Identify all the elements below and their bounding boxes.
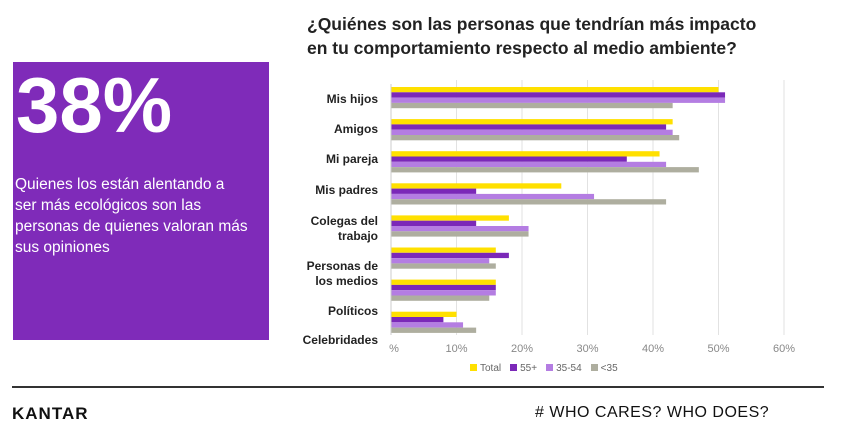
bar-Total-1 — [391, 119, 673, 125]
bar-3554-1 — [391, 129, 673, 135]
bar-3554-7 — [391, 322, 464, 328]
x-tick-label: 40% — [641, 343, 665, 355]
bar-55-2 — [391, 156, 627, 162]
footer-divider — [12, 386, 824, 388]
category-label: Políticos — [327, 304, 378, 318]
bar-55-5 — [391, 252, 509, 259]
category-label: Celebridades — [302, 333, 378, 347]
bar-55-0 — [391, 92, 726, 98]
bar-35-3 — [391, 199, 667, 205]
chart-title-line2: en tu comportamiento respecto al medio a… — [307, 38, 737, 58]
legend-item-under35: <35 — [590, 363, 618, 374]
bar-Total-6 — [391, 279, 496, 285]
category-label: Mis hijos — [326, 92, 378, 106]
bar-3554-5 — [391, 258, 490, 264]
kantar-logo: KANTAR — [12, 404, 89, 423]
chart-title-line1: ¿Quiénes son las personas que tendrían m… — [307, 14, 757, 34]
bar-3554-4 — [391, 226, 529, 232]
bar-Total-7 — [391, 311, 457, 317]
bar-55-1 — [391, 124, 667, 130]
legend-item-55plus: 55+ — [510, 363, 537, 374]
x-tick-label: 20% — [510, 343, 534, 355]
footer-tagline: # WHO CARES? WHO DOES? — [535, 404, 770, 421]
category-label: Mi pareja — [325, 152, 378, 166]
bar-55-4 — [391, 220, 477, 226]
legend-item-total: Total — [470, 363, 501, 374]
highlight-box — [13, 62, 269, 340]
legend: Total 55+ 35-54 <35 — [470, 363, 618, 374]
bar-35-1 — [391, 135, 680, 141]
bar-55-6 — [391, 284, 496, 291]
bar-35-4 — [391, 231, 529, 237]
bar-3554-0 — [391, 97, 726, 103]
bar-Total-5 — [391, 247, 496, 253]
bar-Total-0 — [391, 87, 719, 93]
bar-55-7 — [391, 317, 444, 323]
highlight-text: Quienes los están alentando a ser más ec… — [15, 176, 248, 256]
x-tick-label: % — [389, 343, 399, 355]
bar-3554-6 — [391, 290, 496, 296]
bar-3554-3 — [391, 193, 595, 200]
category-label: Amigos — [333, 122, 378, 136]
legend-item-35-54: 35-54 — [546, 363, 582, 374]
bar-35-7 — [391, 327, 477, 333]
highlight-value: 38% — [16, 61, 173, 149]
bar-Total-3 — [391, 183, 562, 189]
bar-Total-4 — [391, 215, 509, 221]
chart-title: ¿Quiénes son las personas que tendrían m… — [307, 12, 756, 60]
bar-55-3 — [391, 188, 477, 194]
bar-Total-2 — [391, 151, 660, 157]
x-tick-label: 60% — [772, 343, 796, 355]
bar-35-0 — [391, 102, 673, 109]
category-label: Colegas del trabajo — [310, 214, 378, 243]
category-label: Personas de los medios — [306, 259, 378, 288]
bar-3554-2 — [391, 161, 667, 168]
x-tick-label: 30% — [576, 343, 599, 355]
category-label: Mis padres — [315, 183, 378, 197]
bar-35-5 — [391, 263, 496, 269]
x-tick-label: 10% — [445, 343, 468, 355]
bar-35-2 — [391, 167, 699, 173]
x-tick-label: 50% — [707, 343, 730, 355]
bar-35-6 — [391, 295, 490, 301]
